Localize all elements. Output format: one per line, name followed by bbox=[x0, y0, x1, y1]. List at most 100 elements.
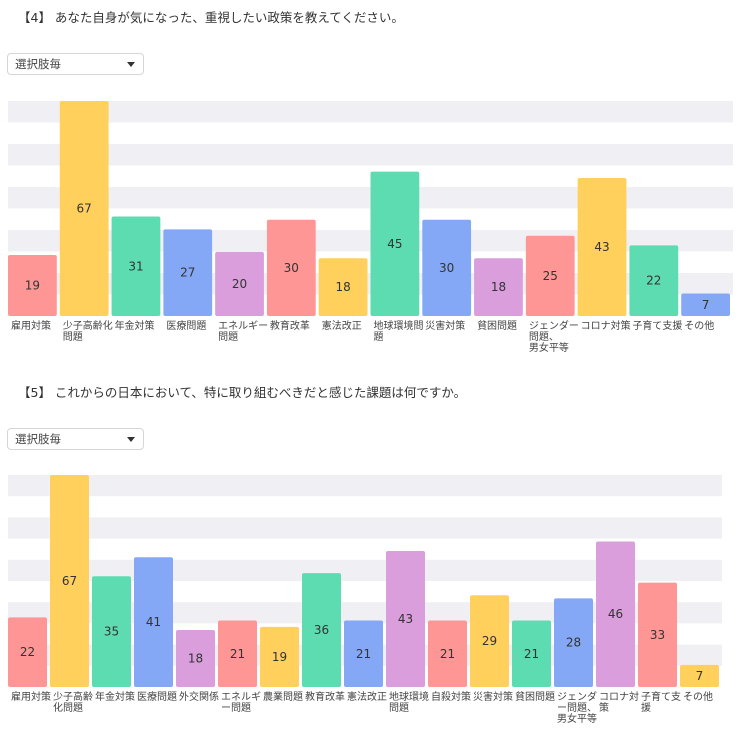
bar bbox=[163, 229, 213, 316]
bar bbox=[577, 178, 627, 316]
grid-band bbox=[8, 559, 722, 581]
bar bbox=[554, 598, 593, 687]
bar bbox=[134, 557, 173, 687]
bar-group: 43 bbox=[577, 178, 627, 316]
bar bbox=[470, 595, 509, 687]
bar bbox=[260, 626, 299, 687]
grid-band bbox=[8, 475, 722, 497]
category-label: 憲法改正 bbox=[347, 690, 387, 703]
category-label: 年金対策 bbox=[115, 319, 155, 332]
bar bbox=[681, 293, 730, 316]
bar-group: 18 bbox=[318, 258, 368, 316]
bar bbox=[386, 550, 425, 687]
category-label: 雇用対策 bbox=[11, 319, 51, 332]
category-label: 教育改革 bbox=[270, 319, 310, 332]
bar-group: 43 bbox=[386, 550, 425, 687]
category-label: 少子高齢化問題 bbox=[63, 319, 113, 343]
bar-group: 46 bbox=[596, 541, 635, 687]
category-label: ジェンダー問題、男女平等 bbox=[557, 690, 597, 725]
data-label: 18 bbox=[335, 280, 350, 294]
category-label: 少子高齢化問題 bbox=[53, 690, 93, 714]
data-label: 43 bbox=[398, 612, 413, 626]
category-label: 年金対策 bbox=[95, 690, 135, 703]
category-label: その他 bbox=[684, 319, 714, 332]
question-5-title: 【5】 これからの日本において、特に取り組むべきだと感じた課題は何ですか。 bbox=[18, 385, 467, 400]
bar bbox=[344, 620, 383, 687]
bar-group: 18 bbox=[176, 630, 215, 687]
category-label: 医療問題 bbox=[137, 690, 177, 703]
data-label: 30 bbox=[439, 261, 454, 275]
bar-group: 21 bbox=[428, 620, 467, 687]
category-label: コロナ対策 bbox=[599, 690, 639, 714]
choice-select-q4[interactable]: 選択肢毎 bbox=[7, 53, 144, 75]
data-label: 67 bbox=[62, 574, 77, 588]
grid-band bbox=[8, 101, 733, 123]
category-label: 医療問題 bbox=[166, 319, 206, 332]
bar-group: 67 bbox=[50, 475, 89, 687]
bar-chart-q5: 22 雇用対策 67 少子高齢化問題 35 年金対策 41 医療問題 18 外交関係 21 エネルギー… bbox=[8, 475, 722, 725]
data-label: 21 bbox=[524, 647, 539, 661]
category-label: 子育て支援 bbox=[632, 319, 682, 332]
bar-group: 28 bbox=[554, 598, 593, 687]
data-label: 22 bbox=[20, 645, 35, 659]
bar-group: 31 bbox=[111, 216, 161, 316]
bar bbox=[111, 216, 161, 316]
bar-group: 29 bbox=[470, 595, 509, 687]
bar-group: 20 bbox=[215, 251, 264, 316]
category-label: コロナ対策 bbox=[581, 319, 631, 332]
category-label: 外交関係 bbox=[179, 690, 219, 703]
bar-group: 33 bbox=[638, 582, 677, 687]
data-label: 19 bbox=[25, 279, 40, 293]
bar bbox=[512, 620, 551, 687]
bar-group: 25 bbox=[525, 235, 575, 316]
grid-band bbox=[8, 517, 722, 539]
bar bbox=[428, 620, 467, 687]
data-label: 35 bbox=[104, 625, 119, 639]
data-label: 22 bbox=[646, 274, 661, 288]
bar bbox=[50, 475, 89, 687]
category-label: その他 bbox=[683, 690, 713, 703]
data-label: 28 bbox=[566, 636, 581, 650]
category-label: 災害対策 bbox=[473, 690, 513, 703]
data-label: 46 bbox=[608, 607, 623, 621]
bar-group: 45 bbox=[370, 171, 420, 316]
bar-group: 30 bbox=[422, 219, 472, 316]
bar bbox=[302, 573, 341, 687]
category-label: 地球環境問題 bbox=[374, 319, 424, 343]
data-label: 21 bbox=[440, 647, 455, 661]
bar-chart-q4: 19 雇用対策 67 少子高齢化問題 31 年金対策 27 医療問題 20 エネルギー問題 30 教育… bbox=[8, 101, 733, 354]
bar bbox=[629, 245, 679, 316]
choice-select-value: 選択肢毎 bbox=[15, 432, 61, 446]
category-label: 貧困問題 bbox=[515, 690, 555, 703]
data-label: 18 bbox=[188, 652, 203, 666]
choice-select-value: 選択肢毎 bbox=[15, 57, 61, 71]
data-label: 41 bbox=[146, 615, 161, 629]
category-label: 雇用対策 bbox=[11, 690, 51, 703]
bar-group: 21 bbox=[344, 620, 383, 687]
bar-group: 27 bbox=[163, 229, 213, 316]
bar bbox=[422, 219, 472, 316]
category-label: 憲法改正 bbox=[322, 319, 362, 332]
data-label: 45 bbox=[387, 237, 402, 251]
bar bbox=[525, 235, 575, 316]
category-label: 地球環境問題 bbox=[389, 690, 429, 714]
data-label: 30 bbox=[284, 261, 299, 275]
data-label: 19 bbox=[272, 650, 287, 664]
bar-group: 19 bbox=[260, 626, 299, 687]
data-label: 43 bbox=[594, 240, 609, 254]
grid-band bbox=[8, 144, 733, 166]
data-label: 31 bbox=[128, 259, 143, 273]
bar-group: 21 bbox=[218, 620, 257, 687]
category-label: エネルギー問題 bbox=[218, 320, 268, 343]
question-4-title: 【4】 あなた自身が気になった、重視したい政策を教えてください。 bbox=[18, 10, 404, 25]
bar-group: 41 bbox=[134, 557, 173, 687]
bar bbox=[638, 582, 677, 687]
bar bbox=[59, 101, 109, 316]
data-label: 36 bbox=[314, 623, 329, 637]
data-label: 29 bbox=[482, 634, 497, 648]
data-label: 27 bbox=[180, 266, 195, 280]
category-label: ジェンダー問題、男女平等 bbox=[529, 319, 579, 354]
choice-select-q5[interactable]: 選択肢毎 bbox=[7, 428, 144, 450]
data-label: 25 bbox=[543, 269, 558, 283]
bar bbox=[92, 576, 131, 687]
